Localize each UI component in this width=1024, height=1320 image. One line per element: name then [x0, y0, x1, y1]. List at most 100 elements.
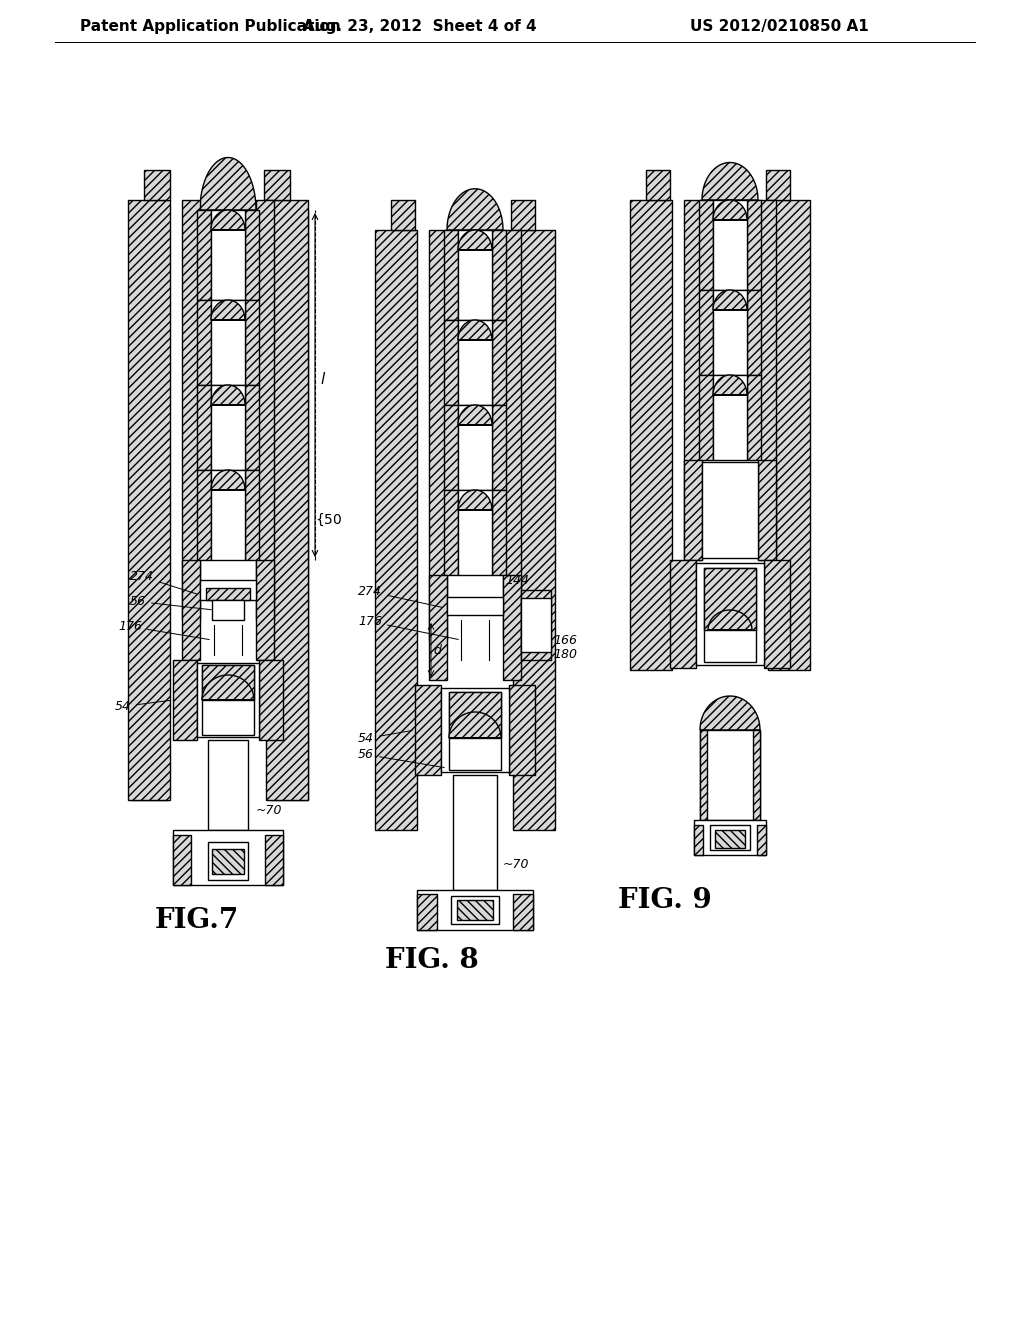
Bar	[197, 385, 211, 470]
Text: 274: 274	[130, 570, 198, 594]
Text: ~70: ~70	[503, 858, 529, 871]
Bar	[211, 385, 245, 470]
Bar	[746, 290, 761, 375]
Text: 56: 56	[358, 748, 444, 767]
Bar	[212, 601, 244, 620]
Bar	[705, 568, 756, 663]
Bar	[208, 842, 248, 880]
Bar	[646, 170, 670, 201]
Text: 144: 144	[505, 573, 529, 586]
Bar	[753, 730, 760, 820]
Bar	[513, 894, 534, 931]
Text: Patent Application Publication: Patent Application Publication	[80, 20, 341, 34]
Text: FIG. 9: FIG. 9	[618, 887, 712, 913]
Bar	[212, 849, 244, 874]
Bar	[451, 896, 499, 924]
Bar	[764, 560, 790, 668]
Bar	[211, 210, 245, 300]
Bar	[766, 170, 790, 201]
Text: 176: 176	[358, 615, 459, 639]
Text: $\{$50: $\{$50	[315, 512, 342, 528]
Bar	[270, 210, 308, 800]
Bar	[375, 230, 417, 830]
Bar	[211, 300, 245, 385]
Bar	[245, 210, 259, 300]
Polygon shape	[702, 162, 758, 201]
Bar	[265, 836, 283, 884]
Bar	[509, 685, 535, 775]
Bar	[211, 470, 245, 560]
Bar	[417, 894, 437, 931]
Bar	[444, 230, 458, 319]
Bar	[503, 576, 521, 680]
Bar	[713, 201, 746, 290]
Bar	[444, 319, 458, 405]
Bar	[684, 459, 702, 560]
Polygon shape	[211, 470, 245, 490]
Bar	[702, 462, 758, 558]
Polygon shape	[458, 230, 492, 249]
Text: 166: 166	[553, 634, 577, 647]
Bar	[458, 405, 492, 490]
Bar	[429, 576, 447, 680]
Bar	[670, 560, 696, 668]
Bar	[202, 665, 254, 735]
Bar	[245, 470, 259, 560]
Bar	[268, 180, 288, 210]
Bar	[694, 820, 766, 855]
Polygon shape	[449, 711, 501, 738]
Bar	[492, 319, 506, 405]
Polygon shape	[202, 675, 254, 700]
Polygon shape	[211, 385, 245, 405]
Bar	[715, 830, 745, 847]
Bar	[713, 290, 746, 375]
Bar	[513, 230, 555, 830]
Text: US 2012/0210850 A1: US 2012/0210850 A1	[690, 20, 868, 34]
Bar	[444, 405, 458, 490]
Bar	[197, 210, 211, 300]
Bar	[447, 597, 503, 615]
Text: Aug. 23, 2012  Sheet 4 of 4: Aug. 23, 2012 Sheet 4 of 4	[303, 20, 537, 34]
Bar	[245, 385, 259, 470]
Bar	[710, 825, 750, 850]
Bar	[453, 775, 497, 890]
Bar	[630, 201, 672, 671]
Polygon shape	[458, 490, 492, 510]
Bar	[417, 890, 534, 931]
Bar	[200, 579, 256, 601]
Polygon shape	[458, 405, 492, 425]
Bar	[758, 201, 776, 560]
Bar	[746, 201, 761, 290]
Bar	[699, 375, 713, 459]
Bar	[256, 560, 274, 660]
Bar	[415, 685, 441, 775]
Bar	[245, 300, 259, 385]
Bar	[457, 900, 493, 920]
Bar	[182, 201, 200, 620]
Bar	[144, 170, 170, 201]
Bar	[197, 470, 211, 560]
Bar	[699, 201, 713, 290]
Bar	[492, 405, 506, 490]
Bar	[699, 290, 713, 375]
Bar	[256, 201, 274, 620]
Polygon shape	[713, 290, 746, 310]
Polygon shape	[447, 189, 503, 230]
Bar	[173, 836, 191, 884]
Text: FIG.7: FIG.7	[155, 907, 240, 933]
Polygon shape	[211, 210, 245, 230]
Bar	[182, 560, 200, 660]
Bar	[148, 180, 168, 210]
Text: d: d	[433, 644, 441, 656]
Bar	[449, 692, 501, 738]
Bar	[458, 230, 492, 319]
Bar	[521, 598, 551, 652]
Bar	[259, 660, 283, 741]
Polygon shape	[713, 201, 746, 220]
Bar	[700, 730, 760, 820]
Bar	[684, 201, 702, 560]
Bar	[264, 170, 290, 201]
Text: 180: 180	[553, 648, 577, 661]
Text: 54: 54	[358, 730, 413, 744]
Text: ~70: ~70	[256, 804, 283, 817]
